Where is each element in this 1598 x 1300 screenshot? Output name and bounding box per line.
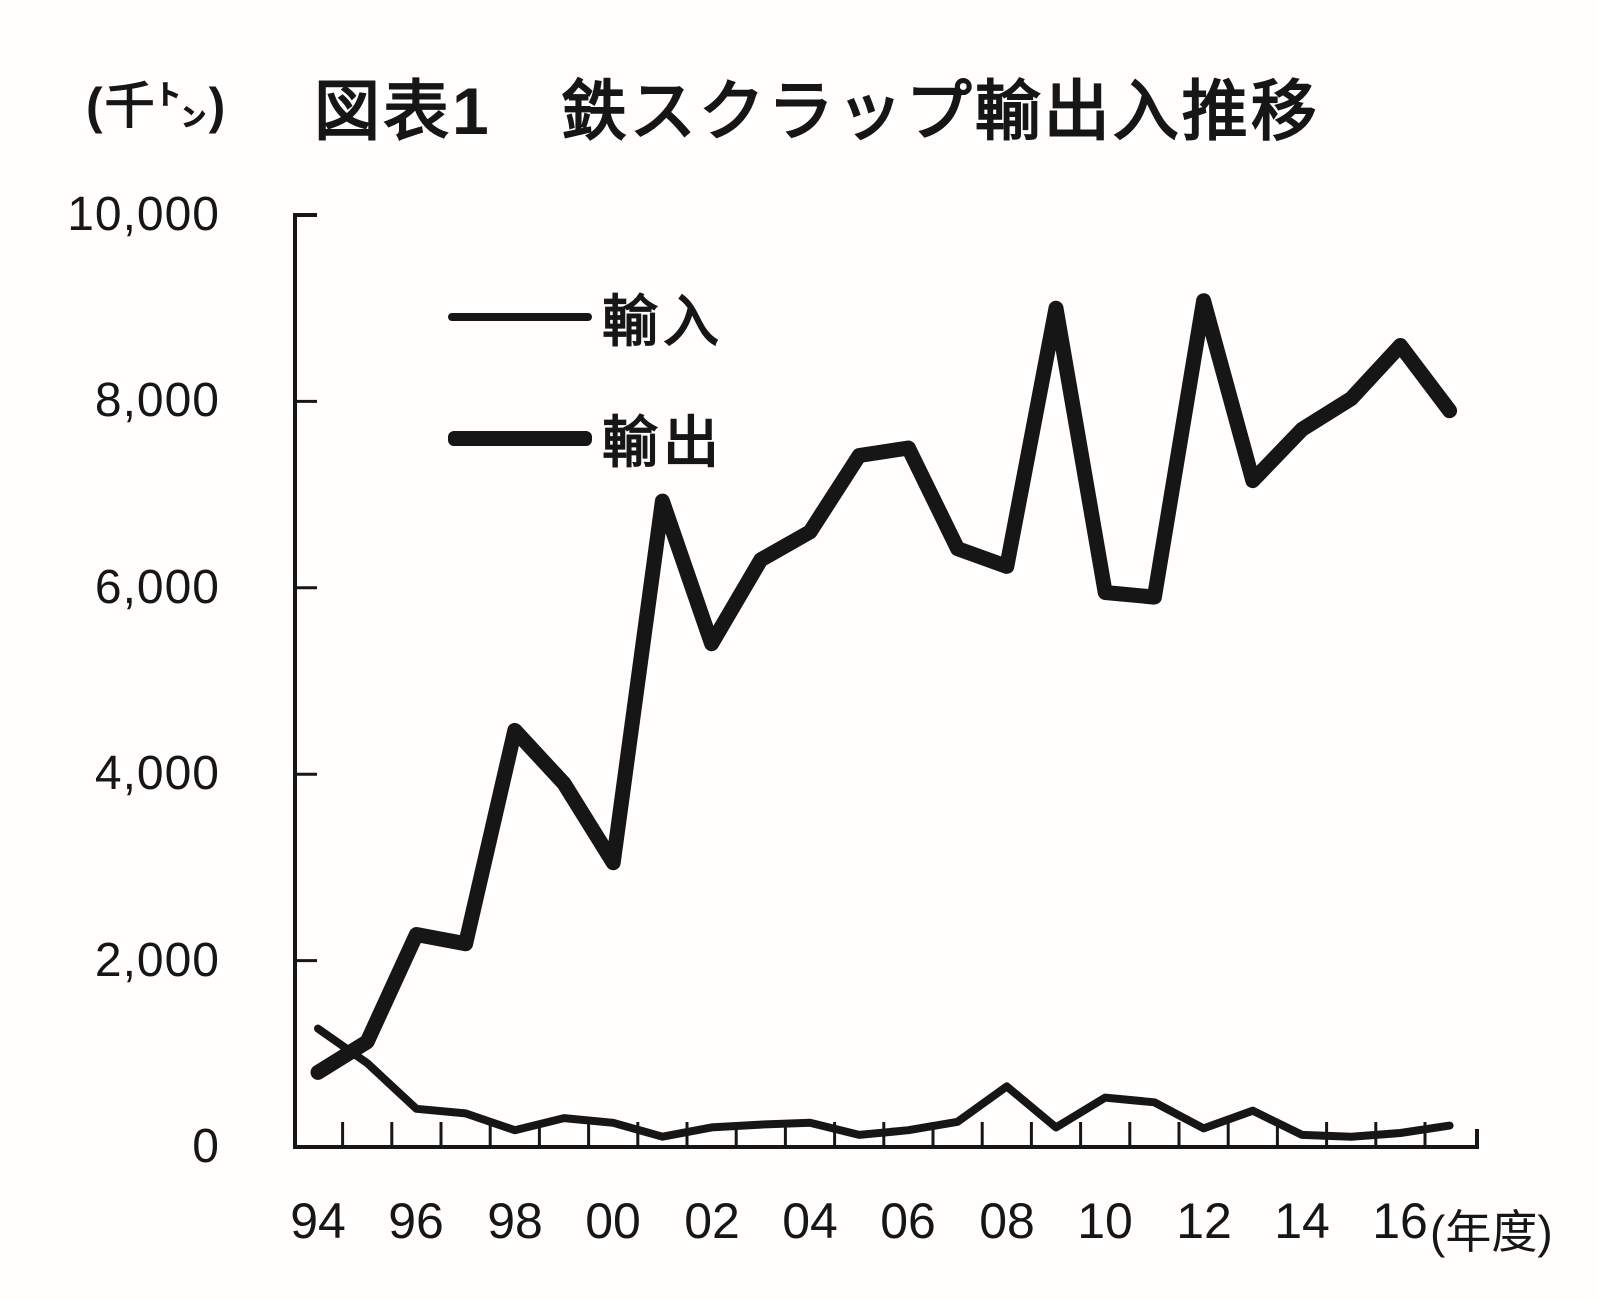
legend-item-import: 輸入 [448,285,724,353]
y-axis-label: 8,000 [94,374,220,427]
y-axis-label: 6,000 [94,561,220,614]
x-axis-label: 08 [979,1193,1035,1249]
series-line-import [314,1024,1454,1141]
legend-line-import [448,313,592,321]
chart-title: 図表1 鉄スクラップ輸出入推移 [314,74,1320,148]
x-axis-label: 98 [487,1193,543,1249]
legend-item-export: 輸出 [448,406,724,474]
y-axis-label: 0 [192,1120,220,1173]
x-axis-label: 06 [880,1193,936,1249]
x-axis-label: 00 [585,1193,641,1249]
x-axis-label: 10 [1077,1193,1133,1249]
legend-line-export [448,430,592,446]
legend-label-import: 輸入 [602,289,724,353]
x-axis-label: 12 [1176,1193,1232,1249]
legend-label-export: 輸出 [602,410,724,474]
x-axis-label: 04 [782,1193,838,1249]
axes [293,213,1479,1149]
x-axis-unit-label: (年度) [1430,1206,1553,1258]
x-axis-label: 14 [1274,1193,1330,1249]
y-axis-label: 4,000 [94,747,220,800]
x-axis-label: 96 [388,1193,444,1249]
series-line-export [310,293,1458,1080]
y-axis-label: 10,000 [67,188,220,241]
x-axis-label: 02 [684,1193,740,1249]
y-axis-unit-label: (千㌧) [86,78,228,134]
y-axis-label: 2,000 [94,934,220,987]
x-axis-label: 94 [290,1193,346,1249]
x-axis-label: 16 [1372,1193,1428,1249]
